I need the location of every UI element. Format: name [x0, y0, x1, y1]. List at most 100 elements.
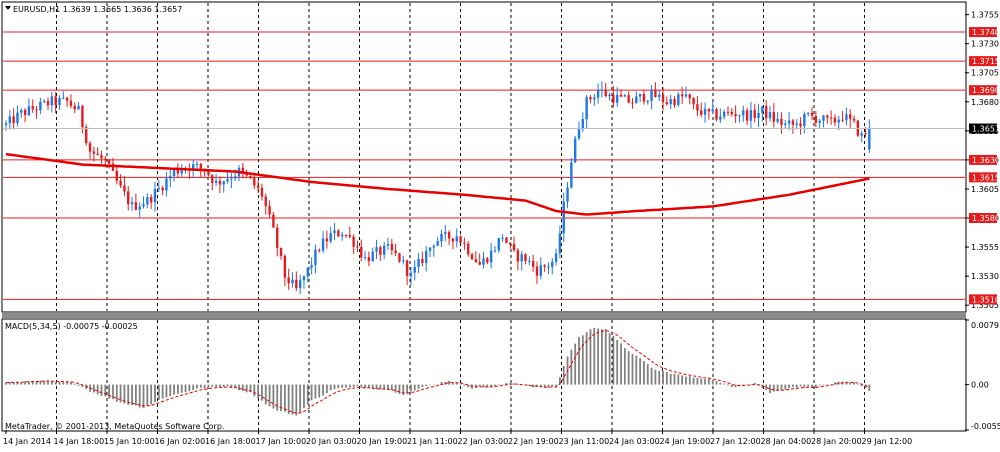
macd-histogram-bar	[601, 329, 603, 384]
macd-histogram-bar	[674, 374, 676, 385]
time-tick-label: 17 Jan 10:00	[256, 437, 307, 446]
candle-body	[547, 267, 549, 268]
price-tick-label: 1.3755	[971, 11, 999, 20]
candle-body	[853, 119, 855, 121]
candle-body	[459, 236, 461, 242]
candle-body	[754, 110, 756, 118]
panel-separator[interactable]	[2, 313, 966, 318]
candle-body	[532, 261, 534, 267]
candle-body	[295, 280, 297, 288]
candle-body	[647, 101, 649, 102]
candle-body	[62, 98, 64, 99]
macd-histogram-bar	[93, 385, 95, 393]
macd-histogram-bar	[578, 337, 580, 385]
macd-histogram-bar	[662, 371, 664, 384]
candle-body	[704, 109, 706, 115]
candle-body	[24, 110, 26, 115]
macd-histogram-bar	[208, 385, 210, 388]
macd-histogram-bar	[800, 385, 802, 387]
candle-body	[677, 94, 679, 105]
candle-body	[620, 95, 622, 97]
macd-histogram-bar	[548, 385, 550, 388]
candle-body	[475, 259, 477, 262]
candle-body	[452, 238, 454, 241]
candle-body	[417, 259, 419, 267]
candle-body	[585, 97, 587, 119]
candle-body	[669, 99, 671, 104]
macd-histogram-bar	[750, 384, 752, 385]
macd-histogram-bar	[551, 385, 553, 387]
macd-histogram-bar	[9, 382, 11, 385]
macd-histogram-bar	[620, 343, 622, 384]
candle-body	[811, 113, 813, 116]
candle-body	[272, 215, 274, 228]
macd-histogram-bar	[345, 385, 347, 388]
macd-histogram-bar	[693, 378, 695, 385]
macd-histogram-bar	[823, 385, 825, 386]
candle-body	[750, 110, 752, 121]
candle-body	[39, 102, 41, 110]
macd-histogram-bar	[605, 329, 607, 384]
candle-body	[406, 260, 408, 276]
macd-histogram-bar	[498, 385, 500, 386]
candle-body	[433, 246, 435, 248]
candle-body	[66, 98, 68, 101]
macd-histogram-bar	[162, 385, 164, 399]
candle-body	[379, 247, 381, 255]
candle-body	[608, 95, 610, 96]
macd-tick-label: -0.00556	[971, 422, 1000, 431]
candle-body	[486, 258, 488, 262]
candle-body	[788, 120, 790, 123]
candle-body	[757, 113, 759, 118]
macd-histogram-bar	[819, 385, 821, 386]
macd-histogram-bar	[353, 385, 355, 387]
macd-histogram-bar	[803, 385, 805, 388]
macd-histogram-bar	[632, 354, 634, 385]
candle-body	[471, 254, 473, 259]
macd-tick-label: 0.00791	[971, 321, 1000, 330]
candle-body	[448, 232, 450, 238]
macd-histogram-bar	[697, 378, 699, 385]
macd-histogram-bar	[219, 385, 221, 387]
candle-body	[58, 98, 60, 105]
macd-histogram-bar	[223, 385, 225, 388]
candle-body	[200, 164, 202, 169]
candle-body	[719, 117, 721, 120]
macd-histogram-bar	[689, 376, 691, 384]
candle-body	[352, 237, 354, 247]
macd-panel-frame[interactable]	[2, 319, 966, 431]
macd-histogram-bar	[59, 382, 61, 385]
candle-body	[517, 250, 519, 261]
candle-body	[226, 179, 228, 181]
candle-body	[436, 241, 438, 245]
time-tick-label: 28 Jan 04:00	[761, 437, 812, 446]
candle-body	[158, 188, 160, 189]
candle-body	[142, 204, 144, 206]
candle-body	[307, 267, 309, 276]
candle-body	[536, 267, 538, 276]
candle-body	[826, 115, 828, 117]
candle-body	[738, 115, 740, 116]
candle-body	[761, 106, 763, 113]
candle-body	[74, 106, 76, 109]
candle-body	[540, 265, 542, 275]
candle-body	[841, 120, 843, 121]
candle-body	[601, 90, 603, 91]
candle-body	[494, 250, 496, 251]
candle-body	[119, 181, 121, 186]
macd-histogram-bar	[139, 385, 141, 408]
candle-body	[135, 202, 137, 210]
candle-body	[364, 257, 366, 258]
candle-body	[268, 206, 270, 214]
macd-histogram-bar	[215, 385, 217, 387]
candle-body	[849, 114, 851, 118]
macd-histogram-bar	[425, 385, 427, 387]
macd-histogram-bar	[769, 385, 771, 394]
macd-histogram-bar	[616, 340, 618, 385]
candle-body	[223, 181, 225, 184]
time-tick-label: 16 Jan 18:00	[205, 437, 256, 446]
level-price-label: 1.3615	[972, 173, 1000, 182]
macd-histogram-bar	[868, 385, 870, 391]
macd-histogram-bar	[131, 385, 133, 406]
macd-histogram-bar	[166, 385, 168, 398]
